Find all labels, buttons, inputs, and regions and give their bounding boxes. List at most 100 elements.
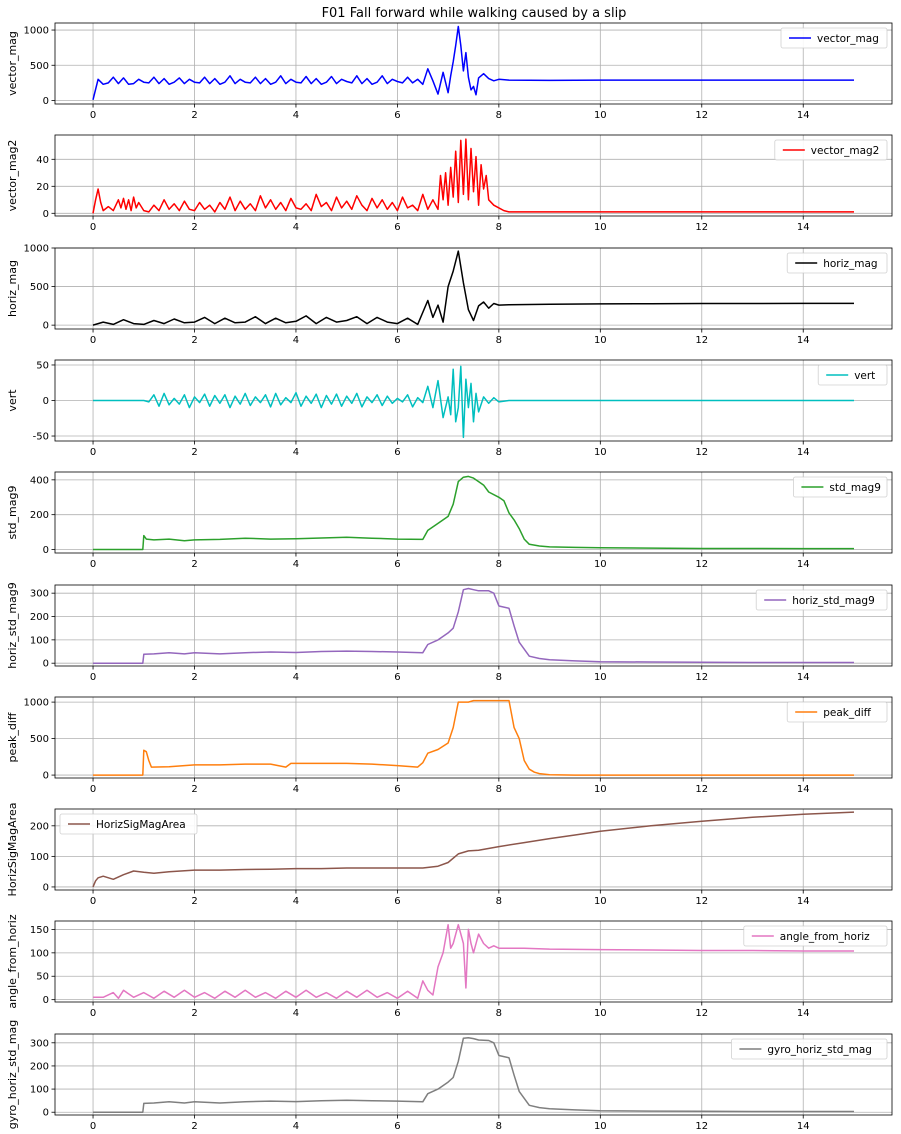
axes-frame xyxy=(54,920,893,1003)
legend: horiz_mag xyxy=(786,252,888,274)
x-tick-label: 0 xyxy=(90,896,96,907)
subplot-horiz_std_mag9: 0 2 4 6 8 10 12 14 0 100 200 300 horiz_std_mag9 horiz… xyxy=(6,582,893,683)
x-tick-label: 0 xyxy=(90,447,96,458)
y-axis-label: gyro_horiz_std_mag xyxy=(6,1020,19,1130)
x-tick-label: 4 xyxy=(293,896,299,907)
legend-box xyxy=(774,139,888,161)
y-axis-label: peak_diff xyxy=(6,712,19,762)
x-tick-label: 4 xyxy=(293,784,299,795)
x-tick-label: 8 xyxy=(496,222,502,233)
series-line-angle_from_horiz xyxy=(93,923,854,1000)
y-tick-label: 100 xyxy=(30,1085,49,1096)
x-tick-label: 14 xyxy=(797,110,810,121)
y-tick-label: 500 xyxy=(30,61,49,72)
legend: horiz_std_mag9 xyxy=(755,589,888,611)
x-tick-label: 6 xyxy=(394,1008,400,1019)
x-tick-label: 10 xyxy=(594,110,607,121)
x-tick-label: 2 xyxy=(191,1121,197,1132)
x-tick-label: 0 xyxy=(90,222,96,233)
y-axis-label: horiz_mag xyxy=(6,260,19,317)
legend: gyro_horiz_std_mag xyxy=(731,1038,888,1060)
axes-frame xyxy=(54,808,893,891)
subplot-gyro_horiz_std_mag: 0 2 4 6 8 10 12 14 0 100 200 300 gyro_horiz_std_mag g… xyxy=(6,1020,893,1132)
x-tick-label: 14 xyxy=(797,1121,810,1132)
y-axis-label: vert xyxy=(6,389,19,412)
x-tick-label: 0 xyxy=(90,672,96,683)
x-tick-label: 4 xyxy=(293,447,299,458)
x-tick-label: 0 xyxy=(90,1008,96,1019)
x-tick-label: 12 xyxy=(695,1121,708,1132)
x-tick-label: 12 xyxy=(695,110,708,121)
legend-box xyxy=(786,701,888,723)
y-tick-label: 100 xyxy=(30,635,49,646)
x-tick-label: 2 xyxy=(191,335,197,346)
y-tick-label: 300 xyxy=(30,589,49,600)
y-tick-label: 200 xyxy=(30,1061,49,1072)
legend: vert xyxy=(817,364,888,386)
x-tick-label: 10 xyxy=(594,222,607,233)
x-tick-label: 4 xyxy=(293,222,299,233)
legend-label: std_mag9 xyxy=(829,482,881,494)
x-tick-label: 10 xyxy=(594,784,607,795)
x-tick-label: 6 xyxy=(394,447,400,458)
y-axis-label: vector_mag xyxy=(6,31,19,96)
y-axis-label: vector_mag2 xyxy=(6,140,19,212)
y-tick-label: 20 xyxy=(36,182,49,193)
y-tick-label: 0 xyxy=(43,882,49,893)
subplot-std_mag9: 0 2 4 6 8 10 12 14 0 200 400 std_mag9 std_mag9 xyxy=(6,471,893,570)
x-tick-label: 12 xyxy=(695,559,708,570)
x-tick-label: 0 xyxy=(90,784,96,795)
x-tick-label: 14 xyxy=(797,222,810,233)
legend-label: vector_mag xyxy=(817,33,879,45)
x-tick-label: 2 xyxy=(191,447,197,458)
legend-label: peak_diff xyxy=(823,707,871,719)
series-line-std_mag9 xyxy=(93,475,854,551)
legend-box xyxy=(59,813,198,835)
legend-box xyxy=(731,1038,888,1060)
x-tick-label: 12 xyxy=(695,1008,708,1019)
x-tick-label: 8 xyxy=(496,672,502,683)
y-tick-label: 50 xyxy=(36,972,49,983)
x-tick-label: 14 xyxy=(797,1008,810,1019)
subplot-angle_from_horiz: 0 2 4 6 8 10 12 14 0 50 100 150 angle_from_horiz angl… xyxy=(6,914,893,1019)
series-line-gyro_horiz_std_mag xyxy=(93,1036,854,1113)
y-tick-label: 0 xyxy=(43,659,49,670)
x-tick-label: 10 xyxy=(594,1008,607,1019)
x-tick-label: 10 xyxy=(594,335,607,346)
legend: vector_mag2 xyxy=(774,139,888,161)
x-tick-label: 8 xyxy=(496,1008,502,1019)
x-tick-label: 12 xyxy=(695,784,708,795)
series-line-peak_diff xyxy=(93,699,854,776)
x-tick-label: 14 xyxy=(797,447,810,458)
series-line-vector_mag2 xyxy=(92,138,854,214)
y-tick-label: 300 xyxy=(30,1038,49,1049)
y-axis-label: horiz_std_mag9 xyxy=(6,582,19,669)
x-tick-label: 6 xyxy=(394,1121,400,1132)
legend: angle_from_horiz xyxy=(743,925,888,947)
subplot-HorizSigMagArea: 0 2 4 6 8 10 12 14 0 100 200 HorizSigMagArea HorizSi… xyxy=(6,803,893,907)
x-tick-label: 14 xyxy=(797,335,810,346)
series-line-horiz_mag xyxy=(92,250,854,326)
x-tick-label: 2 xyxy=(191,559,197,570)
y-tick-label: 0 xyxy=(43,771,49,782)
x-tick-label: 8 xyxy=(496,896,502,907)
x-tick-label: 4 xyxy=(293,1121,299,1132)
x-tick-label: 8 xyxy=(496,1121,502,1132)
y-tick-label: 0 xyxy=(43,396,49,407)
subplot-vector_mag2: 0 2 4 6 8 10 12 14 0 20 40 vector_mag2 vector_mag2 xyxy=(6,134,893,233)
x-tick-label: 2 xyxy=(191,896,197,907)
legend-box xyxy=(786,252,888,274)
legend-box xyxy=(780,27,888,49)
legend: vector_mag xyxy=(780,27,888,49)
series-line-vert xyxy=(93,365,854,439)
subplot-vector_mag: 0 2 4 6 8 10 12 14 0 500 1000 vector_mag vector_mag xyxy=(6,22,893,121)
x-tick-label: 10 xyxy=(594,559,607,570)
axes-frame xyxy=(54,1033,893,1116)
x-tick-label: 12 xyxy=(695,335,708,346)
y-tick-label: 0 xyxy=(43,545,49,556)
legend-label: angle_from_horiz xyxy=(780,931,870,943)
x-tick-label: 4 xyxy=(293,110,299,121)
y-tick-label: 150 xyxy=(30,925,49,936)
y-axis-label: HorizSigMagArea xyxy=(6,803,19,897)
axes-frame xyxy=(54,696,893,779)
